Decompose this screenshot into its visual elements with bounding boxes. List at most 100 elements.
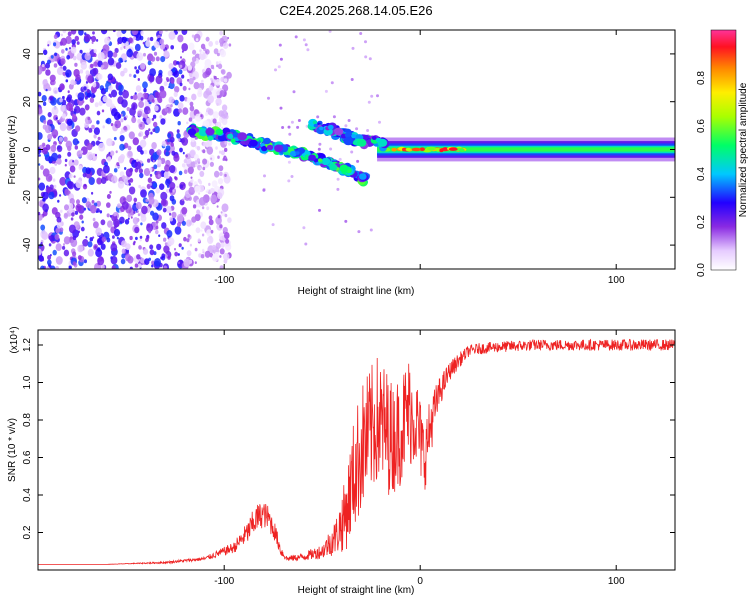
noise-blob bbox=[66, 55, 71, 60]
noise-blob bbox=[187, 234, 191, 238]
noise-blob bbox=[205, 67, 212, 76]
noise-blob bbox=[42, 101, 47, 107]
noise-blob bbox=[146, 223, 154, 232]
noise-blob bbox=[220, 76, 225, 82]
noise-blob bbox=[166, 188, 170, 193]
noise-blob bbox=[62, 30, 67, 34]
noise-blob bbox=[173, 60, 178, 66]
noise-blob bbox=[188, 78, 194, 85]
noise-blob bbox=[99, 210, 103, 214]
noise-blob bbox=[219, 224, 223, 229]
noise-blob bbox=[219, 265, 224, 269]
noise-blob bbox=[79, 49, 83, 54]
noise-blob bbox=[220, 150, 225, 156]
noise-blob bbox=[114, 225, 117, 229]
noise-blob bbox=[190, 176, 193, 179]
diffraction-streak-blob bbox=[217, 134, 227, 142]
noise-blob bbox=[88, 127, 93, 133]
snr-x-axis-label: Height of straight line (km) bbox=[298, 585, 415, 596]
noise-blob bbox=[47, 255, 52, 260]
noise-blob bbox=[81, 220, 84, 224]
heatmap-panel: -100 100 -40 -20 0 20 40 Height of straight l… bbox=[7, 29, 676, 297]
noise-blob bbox=[228, 43, 232, 47]
noise-blob bbox=[186, 238, 190, 243]
noise-blob bbox=[140, 150, 144, 155]
noise-blob bbox=[85, 167, 91, 175]
noise-blob bbox=[160, 199, 167, 206]
noise-blob bbox=[38, 163, 41, 166]
noise-blob bbox=[224, 232, 230, 239]
noise-blob bbox=[85, 236, 88, 239]
noise-blob bbox=[154, 105, 159, 112]
diffraction-streak-blob bbox=[249, 139, 258, 147]
noise-blob bbox=[67, 151, 72, 157]
noise-blob bbox=[48, 235, 52, 240]
noise-blob bbox=[64, 188, 70, 196]
noise-blob bbox=[77, 244, 84, 253]
noise-blob bbox=[153, 121, 158, 128]
noise-blob bbox=[149, 173, 153, 177]
noise-blob bbox=[120, 70, 125, 77]
noise-speck bbox=[287, 179, 291, 183]
noise-blob bbox=[52, 249, 57, 256]
noise-blob bbox=[109, 190, 112, 194]
noise-blob bbox=[206, 206, 210, 211]
noise-blob bbox=[144, 258, 150, 265]
noise-blob bbox=[100, 219, 106, 226]
noise-blob bbox=[50, 55, 54, 59]
noise-blob bbox=[93, 53, 97, 57]
noise-speck bbox=[297, 119, 301, 122]
noise-blob bbox=[121, 240, 127, 248]
noise-blob bbox=[94, 102, 99, 108]
noise-blob bbox=[177, 34, 184, 43]
snr-x-tick-label: 100 bbox=[608, 576, 625, 587]
noise-speck bbox=[350, 78, 354, 81]
noise-blob bbox=[202, 158, 208, 165]
noise-blob bbox=[52, 178, 56, 182]
noise-speck bbox=[318, 142, 322, 146]
noise-blob bbox=[55, 243, 62, 252]
noise-blob bbox=[54, 52, 58, 57]
heatmap-x-ticks: -100 100 bbox=[214, 30, 625, 286]
noise-blob bbox=[84, 52, 91, 61]
noise-blob bbox=[78, 30, 84, 36]
noise-blob bbox=[75, 203, 82, 212]
snr-y-tick-label: 1.0 bbox=[22, 375, 33, 389]
noise-blob bbox=[89, 204, 97, 214]
noise-blob bbox=[218, 150, 222, 154]
noise-blob bbox=[42, 191, 49, 200]
noise-blob bbox=[217, 178, 224, 185]
diffraction-streak-blob bbox=[318, 158, 323, 162]
noise-blob bbox=[160, 118, 166, 125]
noise-blob bbox=[136, 254, 141, 260]
noise-blob bbox=[149, 68, 157, 77]
noise-blob bbox=[220, 211, 223, 214]
noise-blob bbox=[116, 30, 122, 38]
noise-blob bbox=[163, 170, 171, 179]
noise-blob bbox=[210, 187, 215, 194]
noise-blob bbox=[173, 91, 178, 98]
noise-blob bbox=[73, 69, 80, 77]
noise-blob bbox=[93, 127, 100, 135]
upper-branch-blob bbox=[312, 120, 317, 125]
noise-blob bbox=[113, 136, 117, 141]
noise-blob bbox=[185, 154, 188, 158]
noise-blob bbox=[198, 192, 201, 195]
noise-blob bbox=[142, 117, 146, 122]
diffraction-streak-blob bbox=[308, 154, 316, 161]
noise-blob bbox=[188, 87, 191, 91]
noise-blob bbox=[170, 104, 173, 108]
noise-blob bbox=[191, 216, 197, 223]
noise-blob bbox=[100, 243, 106, 250]
noise-blob bbox=[179, 95, 185, 102]
noise-blob bbox=[38, 213, 43, 221]
noise-blob bbox=[48, 87, 52, 91]
noise-blob bbox=[95, 153, 97, 157]
noise-blob bbox=[49, 166, 56, 175]
noise-blob bbox=[66, 96, 71, 103]
noise-blob bbox=[69, 233, 73, 237]
noise-blob bbox=[153, 125, 160, 134]
noise-blob bbox=[166, 107, 172, 114]
noise-blob bbox=[167, 138, 171, 143]
